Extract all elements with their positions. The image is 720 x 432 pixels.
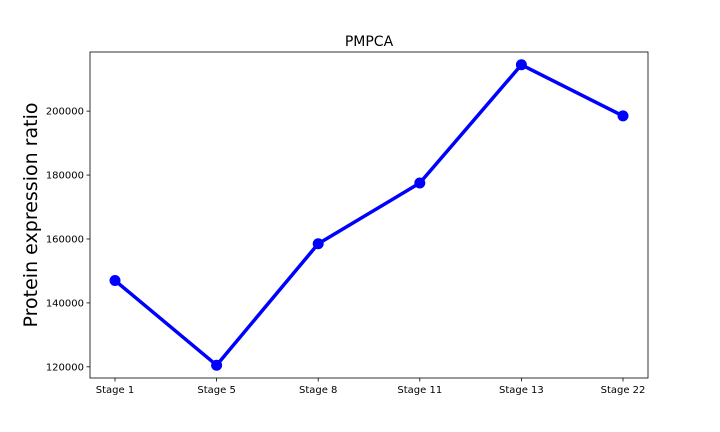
y-tick-label-1: 140000 <box>46 298 84 309</box>
x-tick-label-4: Stage 13 <box>499 385 544 396</box>
chart-title: PMPCA <box>345 34 394 50</box>
x-tick-label-1: Stage 5 <box>197 385 235 396</box>
data-point-3 <box>414 177 426 189</box>
x-tick-label-2: Stage 8 <box>299 385 337 396</box>
y-tick-label-0: 120000 <box>46 362 84 373</box>
data-point-0 <box>109 275 121 287</box>
y-tick-label-4: 200000 <box>46 107 84 118</box>
y-tick-label-2: 160000 <box>46 234 84 245</box>
series-line-0 <box>113 63 625 367</box>
x-tick-label-5: Stage 22 <box>601 385 646 396</box>
data-point-4 <box>515 59 527 71</box>
x-tick-label-0: Stage 1 <box>96 385 134 396</box>
plot-frame <box>89 51 649 379</box>
data-point-5 <box>617 110 629 122</box>
plot-area: 120000 140000 160000 180000 200000 Stage 1 Sta… <box>46 51 649 396</box>
data-point-1 <box>211 359 223 371</box>
y-tick-label-3: 180000 <box>46 171 84 182</box>
data-point-2 <box>312 238 324 250</box>
y-axis-label: Protein expression ratio <box>20 103 42 328</box>
x-tick-label-3: Stage 11 <box>397 385 442 396</box>
